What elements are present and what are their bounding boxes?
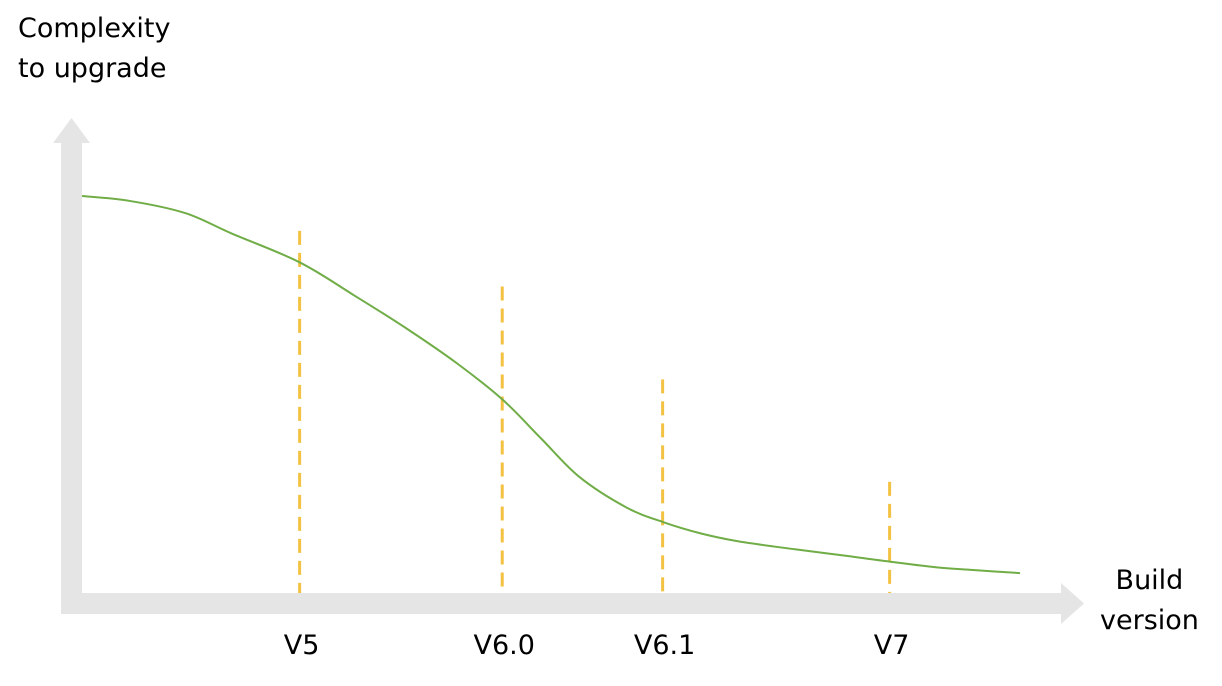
version-tick-label-3: V6.1 bbox=[634, 630, 695, 661]
x-axis-label-line-1: Build bbox=[1115, 565, 1184, 596]
y-axis-label-line-2: to upgrade bbox=[18, 53, 167, 84]
version-tick-label-1: V5 bbox=[284, 630, 320, 661]
x-axis-arrowhead bbox=[1061, 583, 1084, 624]
version-tick-label-4: V7 bbox=[874, 630, 910, 661]
y-axis-label-line-1: Complexity bbox=[18, 13, 171, 44]
x-axis-line bbox=[61, 593, 1061, 614]
version-markers bbox=[298, 230, 892, 593]
y-axis-arrowhead bbox=[53, 118, 90, 143]
y-axis-line bbox=[61, 143, 82, 614]
y-axis-label: Complexity to upgrade bbox=[18, 9, 171, 89]
complexity-curve bbox=[81, 195, 1021, 575]
x-axis-label-line-2: version bbox=[1100, 605, 1199, 636]
x-axis-label: Build version bbox=[1100, 561, 1199, 641]
version-tick-labels: V5 V6.0 V6.1 V7 bbox=[284, 630, 910, 661]
version-tick-label-2: V6.0 bbox=[474, 630, 535, 661]
